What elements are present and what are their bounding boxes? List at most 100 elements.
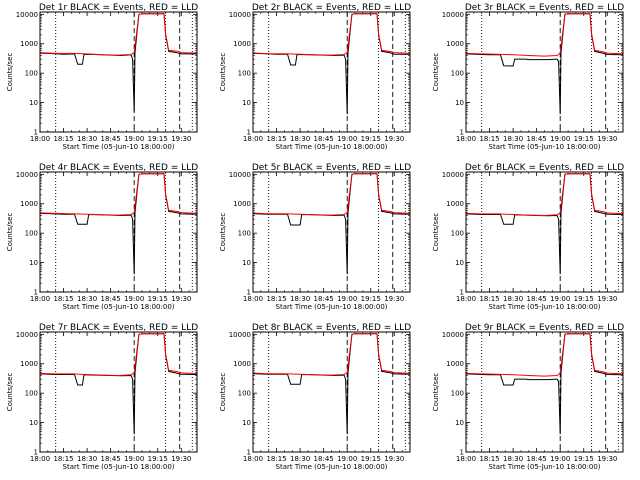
x-tick-label: 19:15 — [148, 455, 168, 463]
x-tick-label: 18:00 — [243, 295, 263, 303]
y-axis-label: Counts/sec — [6, 213, 14, 252]
y-tick-label: 100 — [25, 70, 38, 78]
y-tick-label: 1 — [460, 449, 464, 457]
y-tick-label: 10000 — [229, 331, 251, 339]
events-series-line — [39, 173, 198, 275]
x-tick-label: 18:45 — [527, 455, 547, 463]
y-tick-label: 1 — [34, 129, 38, 137]
y-tick-label: 1 — [34, 289, 38, 297]
lld-series-line — [252, 173, 411, 216]
y-tick-label: 10000 — [16, 331, 38, 339]
panel-title: Det 8r BLACK = Events, RED = LLD — [252, 323, 411, 333]
y-tick-label: 1 — [460, 289, 464, 297]
y-tick-label: 1 — [247, 129, 251, 137]
x-tick-label: 19:00 — [124, 135, 144, 143]
x-tick-label: 18:15 — [479, 135, 499, 143]
lld-series-line — [39, 333, 198, 377]
y-tick-label: 10 — [242, 259, 251, 267]
y-tick-label: 1000 — [233, 200, 251, 208]
x-tick-label: 18:15 — [479, 455, 499, 463]
y-axis-label: Counts/sec — [6, 373, 14, 412]
x-tick-label: 18:15 — [53, 135, 73, 143]
x-axis-label: Start Time (05-Jun-10 18:00:00) — [63, 143, 175, 151]
lld-series-line — [465, 13, 624, 57]
x-tick-label: 19:30 — [171, 135, 191, 143]
x-tick-label: 18:30 — [290, 455, 310, 463]
x-tick-label: 18:00 — [30, 135, 50, 143]
panel-title: Det 9r BLACK = Events, RED = LLD — [465, 323, 624, 333]
x-tick-label: 19:15 — [148, 295, 168, 303]
y-tick-label: 10000 — [16, 171, 38, 179]
y-tick-label: 10000 — [16, 11, 38, 19]
x-tick-label: 19:15 — [361, 135, 381, 143]
y-tick-label: 1000 — [233, 360, 251, 368]
y-tick-label: 1000 — [20, 360, 38, 368]
x-axis-label: Start Time (05-Jun-10 18:00:00) — [276, 143, 388, 151]
events-series-line — [465, 13, 624, 115]
x-tick-label: 19:00 — [550, 295, 570, 303]
plot-frame — [465, 331, 624, 453]
panel-4: Det 4r BLACK = Events, RED = LLD 1 10 100 10… — [6, 163, 198, 311]
x-tick-label: 18:15 — [53, 455, 73, 463]
y-tick-label: 100 — [451, 70, 464, 78]
y-tick-label: 1000 — [20, 200, 38, 208]
panel-title: Det 1r BLACK = Events, RED = LLD — [39, 3, 198, 13]
x-tick-label: 19:30 — [597, 135, 617, 143]
x-tick-label: 18:00 — [243, 455, 263, 463]
x-tick-label: 18:45 — [314, 135, 334, 143]
x-tick-label: 18:30 — [77, 135, 97, 143]
panel-7: Det 7r BLACK = Events, RED = LLD 1 10 100 10… — [6, 323, 198, 471]
x-tick-label: 19:15 — [361, 455, 381, 463]
x-axis-label: Start Time (05-Jun-10 18:00:00) — [489, 143, 601, 151]
y-tick-label: 10000 — [442, 331, 464, 339]
panel-5: Det 5r BLACK = Events, RED = LLD 1 10 100 10… — [219, 163, 411, 311]
lld-series-line — [252, 13, 411, 56]
y-tick-label: 100 — [451, 230, 464, 238]
x-tick-label: 18:45 — [101, 455, 121, 463]
events-series-line — [252, 333, 411, 435]
y-tick-label: 100 — [451, 390, 464, 398]
lld-series-line — [39, 173, 198, 216]
y-tick-label: 10 — [455, 259, 464, 267]
plot-frame — [39, 331, 198, 453]
x-tick-label: 18:30 — [290, 295, 310, 303]
y-axis-label: Counts/sec — [219, 213, 227, 252]
panel-2: Det 2r BLACK = Events, RED = LLD 1 10 100 10… — [219, 3, 411, 151]
x-axis-label: Start Time (05-Jun-10 18:00:00) — [489, 463, 601, 471]
y-tick-label: 10 — [29, 419, 38, 427]
y-tick-label: 10 — [29, 259, 38, 267]
panel-9: Det 9r BLACK = Events, RED = LLD 1 10 100 10… — [432, 323, 624, 471]
y-tick-label: 100 — [238, 70, 251, 78]
panel-3: Det 3r BLACK = Events, RED = LLD 1 10 100 10… — [432, 3, 624, 151]
x-tick-label: 19:30 — [384, 295, 404, 303]
x-tick-label: 18:30 — [77, 455, 97, 463]
plot-frame — [465, 171, 624, 293]
x-tick-label: 19:15 — [148, 135, 168, 143]
panel-8: Det 8r BLACK = Events, RED = LLD 1 10 100 10… — [219, 323, 411, 471]
x-tick-label: 19:15 — [361, 295, 381, 303]
x-tick-label: 19:30 — [597, 455, 617, 463]
x-tick-label: 19:00 — [550, 455, 570, 463]
x-tick-label: 18:45 — [314, 455, 334, 463]
panel-title: Det 3r BLACK = Events, RED = LLD — [465, 3, 624, 13]
y-tick-label: 1000 — [446, 40, 464, 48]
x-tick-label: 18:45 — [527, 135, 547, 143]
panel-title: Det 5r BLACK = Events, RED = LLD — [252, 163, 411, 173]
y-tick-label: 10 — [242, 99, 251, 107]
y-tick-label: 100 — [238, 230, 251, 238]
plot-frame — [465, 11, 624, 133]
x-tick-label: 19:00 — [550, 135, 570, 143]
y-tick-label: 10000 — [442, 11, 464, 19]
x-tick-label: 18:30 — [290, 135, 310, 143]
panel-6: Det 6r BLACK = Events, RED = LLD 1 10 100 10… — [432, 163, 624, 311]
y-tick-label: 1 — [247, 289, 251, 297]
x-tick-label: 19:15 — [574, 135, 594, 143]
x-tick-label: 18:15 — [479, 295, 499, 303]
x-tick-label: 19:30 — [597, 295, 617, 303]
x-axis-label: Start Time (05-Jun-10 18:00:00) — [276, 303, 388, 311]
x-tick-label: 19:15 — [574, 295, 594, 303]
x-tick-label: 18:15 — [266, 295, 286, 303]
y-tick-label: 1 — [34, 449, 38, 457]
x-tick-label: 19:00 — [337, 295, 357, 303]
